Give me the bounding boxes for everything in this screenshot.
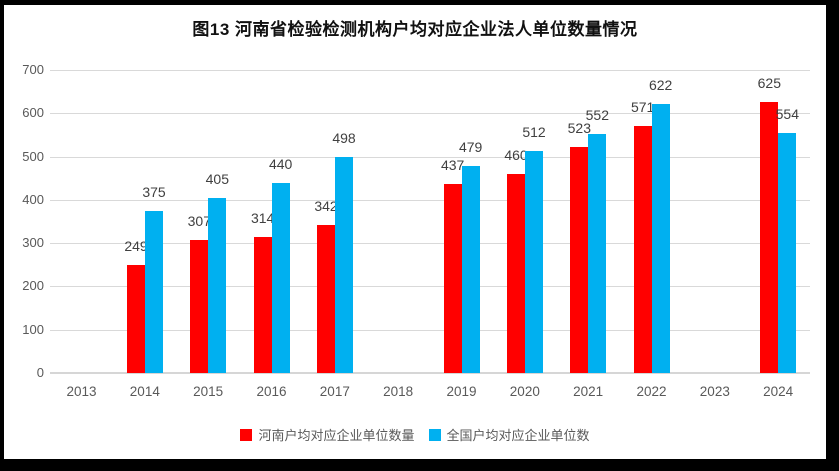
x-tick-label-2023: 2023 — [699, 384, 730, 399]
y-tick-label-400: 400 — [22, 191, 44, 207]
x-tick-label-2016: 2016 — [256, 384, 287, 399]
x-tick-label-2021: 2021 — [573, 384, 604, 399]
legend-label-henan: 河南户均对应企业单位数量 — [258, 428, 415, 443]
y-tick-label-300: 300 — [22, 235, 44, 251]
data-label-2024-series-1: 554 — [775, 106, 799, 123]
bar-2019-series-0 — [443, 183, 462, 373]
data-label-2017-series-0: 342 — [314, 197, 338, 214]
data-label-2015-series-1: 405 — [205, 170, 229, 187]
y-tick-label-600: 600 — [22, 105, 44, 121]
bar-2014-series-1 — [145, 210, 163, 373]
bar-2022-series-1 — [651, 103, 670, 373]
gridline-0 — [50, 372, 810, 374]
henan-series-swatch-icon — [240, 428, 253, 441]
legend: 河南户均对应企业单位数量 全国户均对应企业单位数 — [4, 425, 826, 444]
chart-canvas: 图13 河南省检验检测机构户均对应企业法人单位数量情况 0 100 200 300 40… — [4, 5, 826, 459]
data-label-2024-series-0: 625 — [757, 75, 781, 92]
legend-item-henan: 河南户均对应企业单位数量 — [240, 425, 415, 444]
data-label-2020-series-1: 512 — [522, 124, 546, 141]
x-tick-label-2015: 2015 — [193, 384, 224, 399]
bar-2024-series-1 — [778, 133, 797, 373]
plot-area: 0 100 200 300 400 500 600 700 2013 2014 2015 2016 20… — [4, 5, 826, 459]
x-tick-label-2024: 2024 — [763, 384, 794, 399]
national-series-swatch-icon — [428, 428, 441, 441]
y-tick-label-200: 200 — [22, 278, 44, 294]
bar-2020-series-0 — [507, 173, 525, 373]
y-tick-label-0: 0 — [36, 365, 44, 380]
data-label-2014-series-1: 375 — [142, 183, 166, 200]
data-label-2022-series-0: 571 — [630, 98, 655, 115]
bar-2014-series-0 — [127, 265, 145, 373]
bar-2020-series-1 — [525, 151, 543, 373]
bar-2016-series-1 — [271, 182, 290, 373]
y-tick-label-700: 700 — [22, 62, 44, 77]
data-label-2019-series-0: 437 — [440, 156, 465, 173]
gridline-100 — [50, 329, 810, 331]
x-tick-label-2013: 2013 — [66, 384, 97, 399]
data-label-2015-series-0: 307 — [187, 213, 211, 230]
data-label-2017-series-1: 498 — [332, 130, 356, 147]
data-label-2016-series-1: 440 — [268, 155, 293, 172]
data-label-2019-series-1: 479 — [458, 138, 483, 155]
gridline-200 — [50, 286, 810, 288]
data-label-2014-series-0: 249 — [124, 238, 148, 255]
legend-label-national: 全国户均对应企业单位数 — [446, 428, 590, 443]
bar-2017-series-1 — [335, 157, 353, 373]
x-tick-label-2014: 2014 — [129, 384, 160, 399]
x-tick-label-2017: 2017 — [319, 384, 350, 399]
bar-2024-series-0 — [760, 102, 779, 373]
bar-2016-series-0 — [253, 237, 272, 373]
gridline-500 — [50, 156, 810, 158]
bar-2015-series-0 — [190, 240, 209, 373]
x-tick-label-2018: 2018 — [383, 384, 414, 399]
gridline-300 — [50, 243, 810, 245]
y-tick-label-500: 500 — [22, 148, 44, 164]
bar-2021-series-0 — [570, 146, 589, 373]
data-label-2016-series-0: 314 — [250, 210, 275, 227]
bar-2015-series-1 — [208, 197, 227, 373]
y-tick-label-100: 100 — [22, 321, 44, 337]
x-tick-label-2019: 2019 — [446, 384, 477, 399]
x-tick-label-2022: 2022 — [636, 384, 667, 399]
gridline-400 — [50, 199, 810, 201]
data-label-2021-series-0: 523 — [567, 119, 591, 136]
x-tick-label-2020: 2020 — [509, 384, 540, 399]
bar-2021-series-1 — [588, 134, 607, 373]
data-label-2022-series-1: 622 — [648, 76, 673, 93]
gridline-700 — [50, 70, 810, 71]
data-label-2021-series-1: 552 — [585, 107, 609, 124]
legend-item-national: 全国户均对应企业单位数 — [428, 425, 590, 444]
data-label-2020-series-0: 460 — [504, 146, 528, 163]
bar-2019-series-1 — [461, 165, 480, 373]
bar-2022-series-0 — [633, 125, 652, 373]
chart-title: 图13 河南省检验检测机构户均对应企业法人单位数量情况 — [192, 20, 638, 39]
gridline-600 — [50, 113, 810, 115]
bar-2017-series-0 — [317, 224, 335, 373]
